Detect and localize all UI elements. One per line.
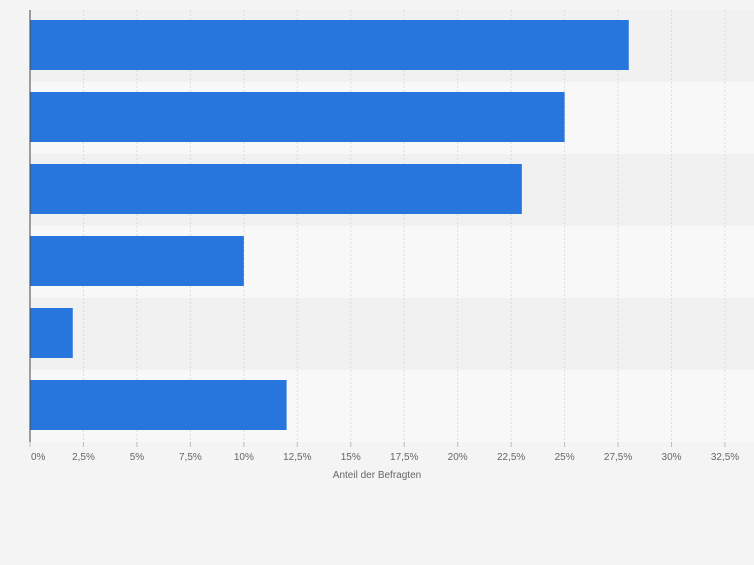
x-tick-labels: 0% 2,5% 5% 7,5% 10% 12,5% 15% 17,5% 20% 22,5% 25% 2… <box>29 442 739 463</box>
tick-label: 30% <box>662 452 682 463</box>
row-band <box>30 298 754 370</box>
tick-label: 32,5% <box>711 452 739 463</box>
row-bands <box>30 10 754 442</box>
tick-label: 7,5% <box>179 452 202 463</box>
tick-label: 15% <box>341 452 361 463</box>
tick-label: 25% <box>555 452 575 463</box>
tick-label: 20% <box>448 452 468 463</box>
tick-label: 2,5% <box>72 452 95 463</box>
tick-label: 10% <box>234 452 254 463</box>
tick-label: 27,5% <box>604 452 632 463</box>
bar <box>30 20 629 70</box>
bar <box>30 92 565 142</box>
tick-label: 5% <box>130 452 145 463</box>
bar <box>30 164 522 214</box>
tick-label: 17,5% <box>390 452 418 463</box>
bars <box>30 20 629 430</box>
bar <box>30 236 244 286</box>
tick-label: 22,5% <box>497 452 525 463</box>
tick-label: 12,5% <box>283 452 311 463</box>
x-axis-label: Anteil der Befragten <box>333 470 421 481</box>
tick-label: 0% <box>31 452 46 463</box>
bar <box>30 380 287 430</box>
bar <box>30 308 73 358</box>
gridlines <box>82 10 726 442</box>
